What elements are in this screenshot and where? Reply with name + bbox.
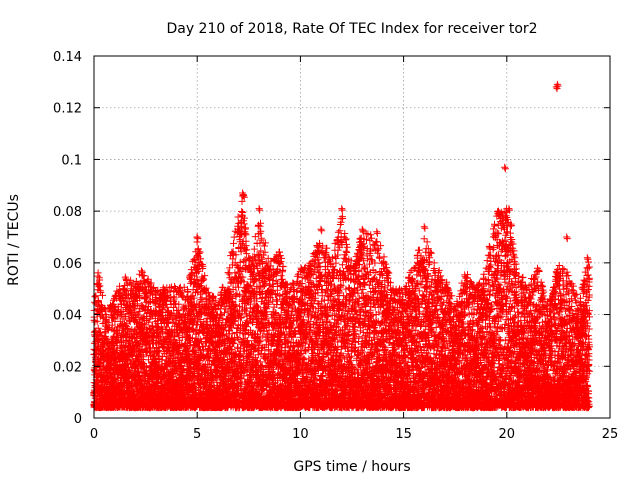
y-axis-label: ROTI / TECUs (6, 194, 22, 286)
x-tick-label: 0 (90, 427, 98, 442)
y-tick-label: 0 (74, 412, 82, 427)
y-tick-label: 0.02 (53, 360, 82, 375)
x-tick-label: 10 (292, 427, 309, 442)
axis-ticks (93, 55, 611, 419)
y-tick-label: 0.08 (53, 205, 82, 220)
y-tick-label: 0.12 (53, 102, 82, 117)
x-tick-label: 25 (602, 427, 619, 442)
chart-title: Day 210 of 2018, Rate Of TEC Index for r… (166, 21, 537, 37)
y-tick-label: 0.06 (53, 257, 82, 272)
plot-frame (93, 55, 611, 419)
axis-tick-labels: 0 5 10 15 20 25 0 0.02 0.04 0.06 0.08 0.1 0.12 0.14 (53, 50, 618, 442)
y-tick-label: 0.04 (53, 309, 82, 324)
y-tick-label: 0.14 (53, 50, 82, 65)
x-axis-label: GPS time / hours (293, 459, 410, 475)
x-tick-label: 15 (395, 427, 412, 442)
x-tick-label: 5 (193, 427, 201, 442)
x-tick-label: 20 (499, 427, 516, 442)
y-tick-label: 0.1 (61, 153, 82, 168)
